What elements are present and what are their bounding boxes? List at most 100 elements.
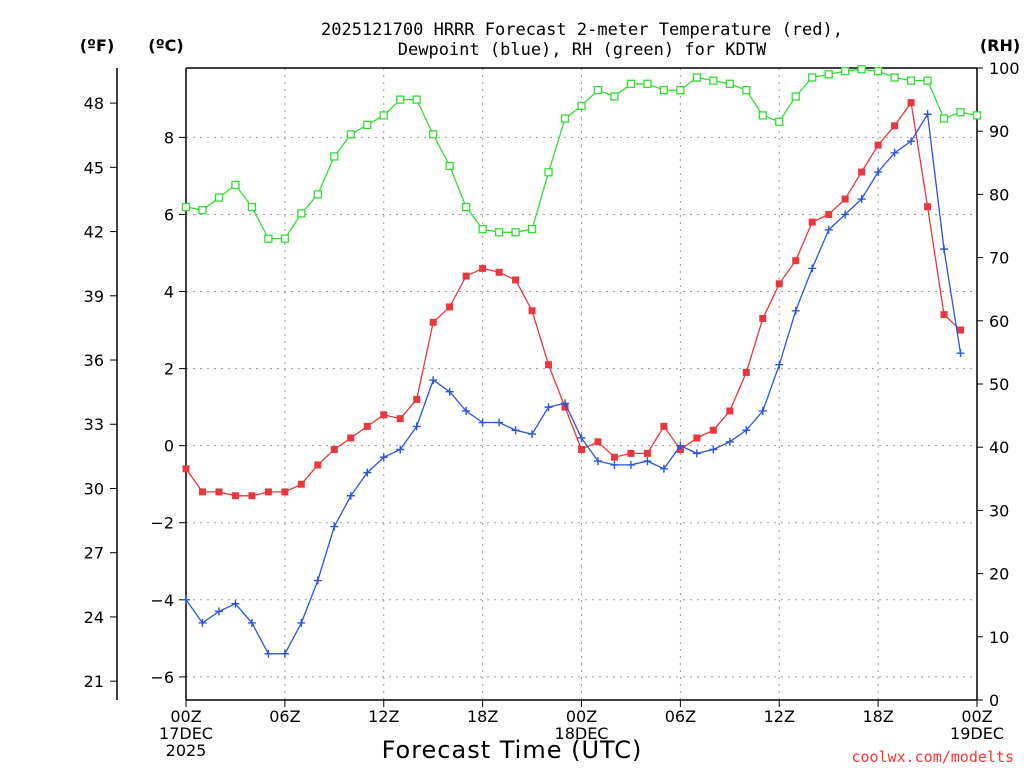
dewpoint-point xyxy=(247,618,256,627)
fahrenheit-tick-label: 36 xyxy=(84,351,104,370)
fahrenheit-tick-label: 39 xyxy=(84,287,104,306)
x-tick-label: 18Z xyxy=(862,707,893,726)
rh-tick-label: 20 xyxy=(989,565,1009,584)
rh-point xyxy=(857,65,866,74)
dewpoint-point xyxy=(643,457,652,466)
rh-point xyxy=(264,234,273,243)
temperature-point xyxy=(528,307,536,315)
temperature-point xyxy=(495,268,503,276)
temperature-point xyxy=(841,195,849,203)
dewpoint-point xyxy=(495,418,504,427)
temperature-point xyxy=(479,264,487,272)
dewpoint-point xyxy=(626,460,635,469)
dewpoint-point xyxy=(478,418,487,427)
rh-point xyxy=(725,79,734,88)
temperature-point xyxy=(429,318,437,326)
dewpoint-point xyxy=(841,210,850,219)
temperature-point xyxy=(627,449,635,457)
dewpoint-point xyxy=(610,460,619,469)
temperature-point xyxy=(660,422,668,430)
dewpoint-point xyxy=(874,168,883,177)
temperature-point xyxy=(396,415,404,423)
dewpoint-point xyxy=(923,110,932,119)
dewpoint-point xyxy=(462,406,471,415)
temperature-line xyxy=(185,101,961,497)
x-tick-label: 12Z xyxy=(764,707,795,726)
temperature-point xyxy=(462,272,470,280)
grid-lines xyxy=(186,68,977,700)
dewpoint-point xyxy=(890,148,899,157)
rh-series xyxy=(181,65,982,243)
temperature-point xyxy=(578,446,585,454)
chart-title-line1: 2025121700 HRRR Forecast 2-meter Tempera… xyxy=(321,20,843,40)
rh-point xyxy=(429,130,438,139)
x-tick-label: 00Z xyxy=(566,707,597,726)
temperature-point xyxy=(380,411,388,419)
temperature-point xyxy=(281,488,289,496)
x-tick-label: 00Z xyxy=(170,707,201,726)
rh-tick-label: 30 xyxy=(989,501,1009,520)
rh-point xyxy=(297,209,306,218)
rh-point xyxy=(742,85,751,95)
dewpoint-point xyxy=(313,576,322,585)
temperature-point xyxy=(726,407,734,415)
temperature-point xyxy=(924,203,932,211)
dewpoint-point xyxy=(758,406,767,415)
data-series xyxy=(181,65,982,658)
rh-tick-label: 80 xyxy=(989,185,1009,204)
rh-point xyxy=(577,101,586,111)
dewpoint-point xyxy=(956,349,965,358)
dewpoint-point xyxy=(379,453,388,462)
rh-point xyxy=(659,85,669,95)
rh-point xyxy=(396,95,405,104)
rh-tick-label: 40 xyxy=(989,438,1009,457)
fahrenheit-tick-label: 45 xyxy=(84,158,104,177)
dewpoint-point xyxy=(214,607,223,616)
temperature-point xyxy=(775,280,783,288)
temperature-point xyxy=(330,446,338,454)
celsius-tick-label: −2 xyxy=(150,514,174,533)
temperature-point xyxy=(858,168,866,176)
dewpoint-series xyxy=(182,110,965,658)
temperature-series xyxy=(182,99,965,500)
temperature-point xyxy=(446,303,454,311)
rh-point xyxy=(610,92,619,101)
dewpoint-point xyxy=(561,399,570,408)
x-axis-label: Forecast Time (UTC) xyxy=(382,736,643,764)
x-tick-label: 17DEC xyxy=(159,724,213,743)
temperature-point xyxy=(512,276,520,284)
axes xyxy=(110,67,983,707)
dewpoint-point xyxy=(429,376,438,385)
rh-point xyxy=(775,117,784,126)
rh-point xyxy=(198,206,207,215)
rh-point xyxy=(412,95,421,104)
rh-tick-label: 0 xyxy=(989,691,999,710)
fahrenheit-tick-label: 42 xyxy=(84,223,104,242)
dewpoint-point xyxy=(396,445,405,454)
fahrenheit-unit-label: (ºF) xyxy=(80,36,115,55)
rh-tick-label: 50 xyxy=(989,375,1009,394)
celsius-tick-label: 2 xyxy=(164,360,174,379)
chart-title-line2: Dewpoint (blue), RH (green) for KDTW xyxy=(398,40,767,60)
temperature-point xyxy=(643,449,651,457)
fahrenheit-tick-label: 48 xyxy=(84,94,104,113)
temperature-point xyxy=(545,361,553,369)
rh-point xyxy=(808,73,817,82)
temperature-point xyxy=(808,218,816,226)
rh-point xyxy=(972,111,982,120)
rh-point xyxy=(791,92,800,101)
x-tick-label: 18DEC xyxy=(555,724,609,743)
rh-point xyxy=(247,202,257,212)
x-tick-label: 00Z xyxy=(961,707,992,726)
dewpoint-point xyxy=(264,649,273,658)
rh-point xyxy=(758,111,767,120)
dewpoint-point xyxy=(363,468,372,477)
dewpoint-point xyxy=(676,441,685,450)
temperature-point xyxy=(198,488,206,496)
celsius-tick-label: 6 xyxy=(164,205,174,224)
dewpoint-line xyxy=(185,112,962,655)
rh-point xyxy=(544,168,553,177)
dewpoint-point xyxy=(692,449,701,458)
rh-point xyxy=(363,120,372,130)
